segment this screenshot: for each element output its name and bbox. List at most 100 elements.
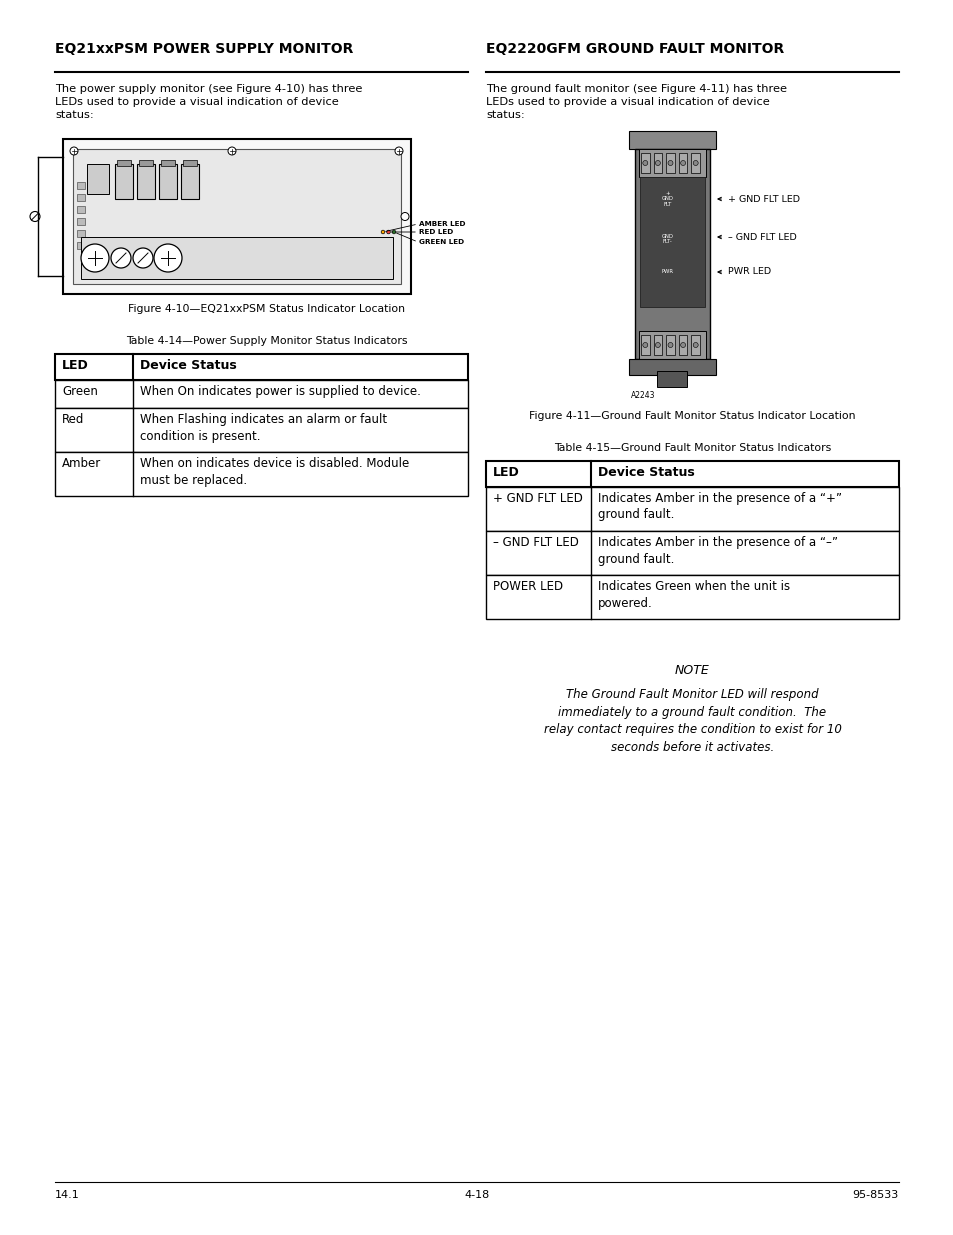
Bar bbox=[77, 230, 85, 237]
Circle shape bbox=[642, 161, 647, 165]
Text: When On indicates power is supplied to device.: When On indicates power is supplied to d… bbox=[140, 385, 420, 398]
Text: – GND FLT LED: – GND FLT LED bbox=[493, 536, 578, 550]
Bar bbox=[77, 206, 85, 212]
Circle shape bbox=[400, 212, 409, 221]
Text: PWR: PWR bbox=[660, 269, 673, 274]
Bar bbox=[159, 164, 177, 199]
Circle shape bbox=[693, 342, 698, 347]
Text: + GND FLT LED: + GND FLT LED bbox=[493, 492, 582, 505]
Text: – GND FLT LED: – GND FLT LED bbox=[727, 232, 796, 242]
Circle shape bbox=[153, 245, 182, 272]
Text: RED LED: RED LED bbox=[418, 228, 453, 235]
Bar bbox=[665, 335, 674, 354]
Circle shape bbox=[679, 342, 685, 347]
Text: Red: Red bbox=[62, 412, 84, 426]
Text: 4-18: 4-18 bbox=[464, 1191, 489, 1200]
Circle shape bbox=[81, 245, 109, 272]
Text: 14.1: 14.1 bbox=[55, 1191, 80, 1200]
Text: GND
FLT-: GND FLT- bbox=[660, 233, 673, 245]
Bar bbox=[657, 370, 687, 387]
Circle shape bbox=[667, 342, 672, 347]
Bar bbox=[139, 161, 152, 165]
Bar bbox=[77, 219, 85, 225]
Text: The power supply monitor (see Figure 4-10) has three
LEDs used to provide a visu: The power supply monitor (see Figure 4-1… bbox=[55, 84, 362, 120]
Text: Indicates Amber in the presence of a “+”
ground fault.: Indicates Amber in the presence of a “+”… bbox=[598, 492, 841, 521]
Bar bbox=[115, 164, 132, 199]
Bar bbox=[639, 177, 704, 308]
Circle shape bbox=[228, 147, 235, 156]
Text: Device Status: Device Status bbox=[598, 466, 694, 479]
Text: + GND FLT LED: + GND FLT LED bbox=[727, 194, 800, 204]
Circle shape bbox=[679, 161, 685, 165]
Text: When on indicates device is disabled. Module
must be replaced.: When on indicates device is disabled. Mo… bbox=[140, 457, 409, 487]
Text: 95-8533: 95-8533 bbox=[852, 1191, 898, 1200]
Bar bbox=[161, 161, 174, 165]
Bar bbox=[87, 164, 109, 194]
Bar bbox=[485, 531, 898, 576]
Circle shape bbox=[655, 342, 659, 347]
Circle shape bbox=[392, 230, 395, 233]
Text: EQ2220GFM GROUND FAULT MONITOR: EQ2220GFM GROUND FAULT MONITOR bbox=[485, 42, 783, 56]
Text: NOTE: NOTE bbox=[675, 664, 709, 677]
Text: Table 4-15—Ground Fault Monitor Status Indicators: Table 4-15—Ground Fault Monitor Status I… bbox=[554, 443, 830, 453]
Bar bbox=[679, 335, 687, 354]
Circle shape bbox=[111, 248, 131, 268]
Bar bbox=[181, 164, 199, 199]
Text: PWR LED: PWR LED bbox=[727, 268, 770, 277]
Text: Amber: Amber bbox=[62, 457, 101, 471]
Text: The ground fault monitor (see Figure 4-11) has three
LEDs used to provide a visu: The ground fault monitor (see Figure 4-1… bbox=[485, 84, 786, 120]
Bar bbox=[77, 242, 85, 249]
Circle shape bbox=[132, 248, 152, 268]
Text: +
GND
FLT: + GND FLT bbox=[660, 191, 673, 207]
Text: Table 4-14—Power Supply Monitor Status Indicators: Table 4-14—Power Supply Monitor Status I… bbox=[126, 336, 407, 346]
Bar bbox=[183, 161, 196, 165]
Circle shape bbox=[693, 161, 698, 165]
Bar bbox=[691, 153, 700, 173]
Bar bbox=[77, 182, 85, 189]
Text: Green: Green bbox=[62, 385, 98, 398]
Bar bbox=[55, 452, 468, 496]
Text: The Ground Fault Monitor LED will respond
immediately to a ground fault conditio: The Ground Fault Monitor LED will respon… bbox=[543, 688, 841, 753]
Circle shape bbox=[667, 161, 672, 165]
Text: When Flashing indicates an alarm or fault
condition is present.: When Flashing indicates an alarm or faul… bbox=[140, 412, 387, 442]
Text: EQ21xxPSM POWER SUPPLY MONITOR: EQ21xxPSM POWER SUPPLY MONITOR bbox=[55, 42, 353, 56]
Bar bbox=[640, 335, 649, 354]
Text: Figure 4-11—Ground Fault Monitor Status Indicator Location: Figure 4-11—Ground Fault Monitor Status … bbox=[529, 411, 855, 421]
Bar bbox=[665, 153, 674, 173]
Bar bbox=[137, 164, 154, 199]
Text: AMBER LED: AMBER LED bbox=[418, 221, 465, 227]
Bar bbox=[485, 576, 898, 619]
Bar bbox=[635, 149, 709, 359]
Bar bbox=[485, 461, 898, 487]
Bar bbox=[628, 131, 716, 149]
Bar bbox=[63, 140, 411, 294]
Bar bbox=[77, 194, 85, 201]
Circle shape bbox=[30, 211, 40, 221]
Text: Figure 4-10—EQ21xxPSM Status Indicator Location: Figure 4-10—EQ21xxPSM Status Indicator L… bbox=[128, 304, 405, 314]
Bar bbox=[653, 335, 661, 354]
Text: A2243: A2243 bbox=[630, 391, 655, 400]
Text: LED: LED bbox=[493, 466, 519, 479]
Bar bbox=[55, 408, 468, 452]
Circle shape bbox=[395, 147, 402, 156]
Bar bbox=[653, 153, 661, 173]
Text: POWER LED: POWER LED bbox=[493, 580, 562, 593]
Text: GREEN LED: GREEN LED bbox=[418, 240, 464, 245]
Bar bbox=[691, 335, 700, 354]
Text: Indicates Green when the unit is
powered.: Indicates Green when the unit is powered… bbox=[598, 580, 789, 610]
Circle shape bbox=[381, 230, 384, 233]
Circle shape bbox=[642, 342, 647, 347]
Bar bbox=[55, 354, 468, 380]
Circle shape bbox=[70, 147, 78, 156]
Bar bbox=[485, 487, 898, 531]
Bar bbox=[55, 380, 468, 408]
Bar bbox=[679, 153, 687, 173]
Text: LED: LED bbox=[62, 359, 89, 372]
Bar bbox=[639, 331, 705, 359]
Bar bbox=[640, 153, 649, 173]
Text: Indicates Amber in the presence of a “–”
ground fault.: Indicates Amber in the presence of a “–”… bbox=[598, 536, 837, 566]
Text: Device Status: Device Status bbox=[140, 359, 236, 372]
Bar bbox=[628, 359, 716, 375]
Bar bbox=[73, 149, 400, 284]
Circle shape bbox=[386, 230, 390, 233]
